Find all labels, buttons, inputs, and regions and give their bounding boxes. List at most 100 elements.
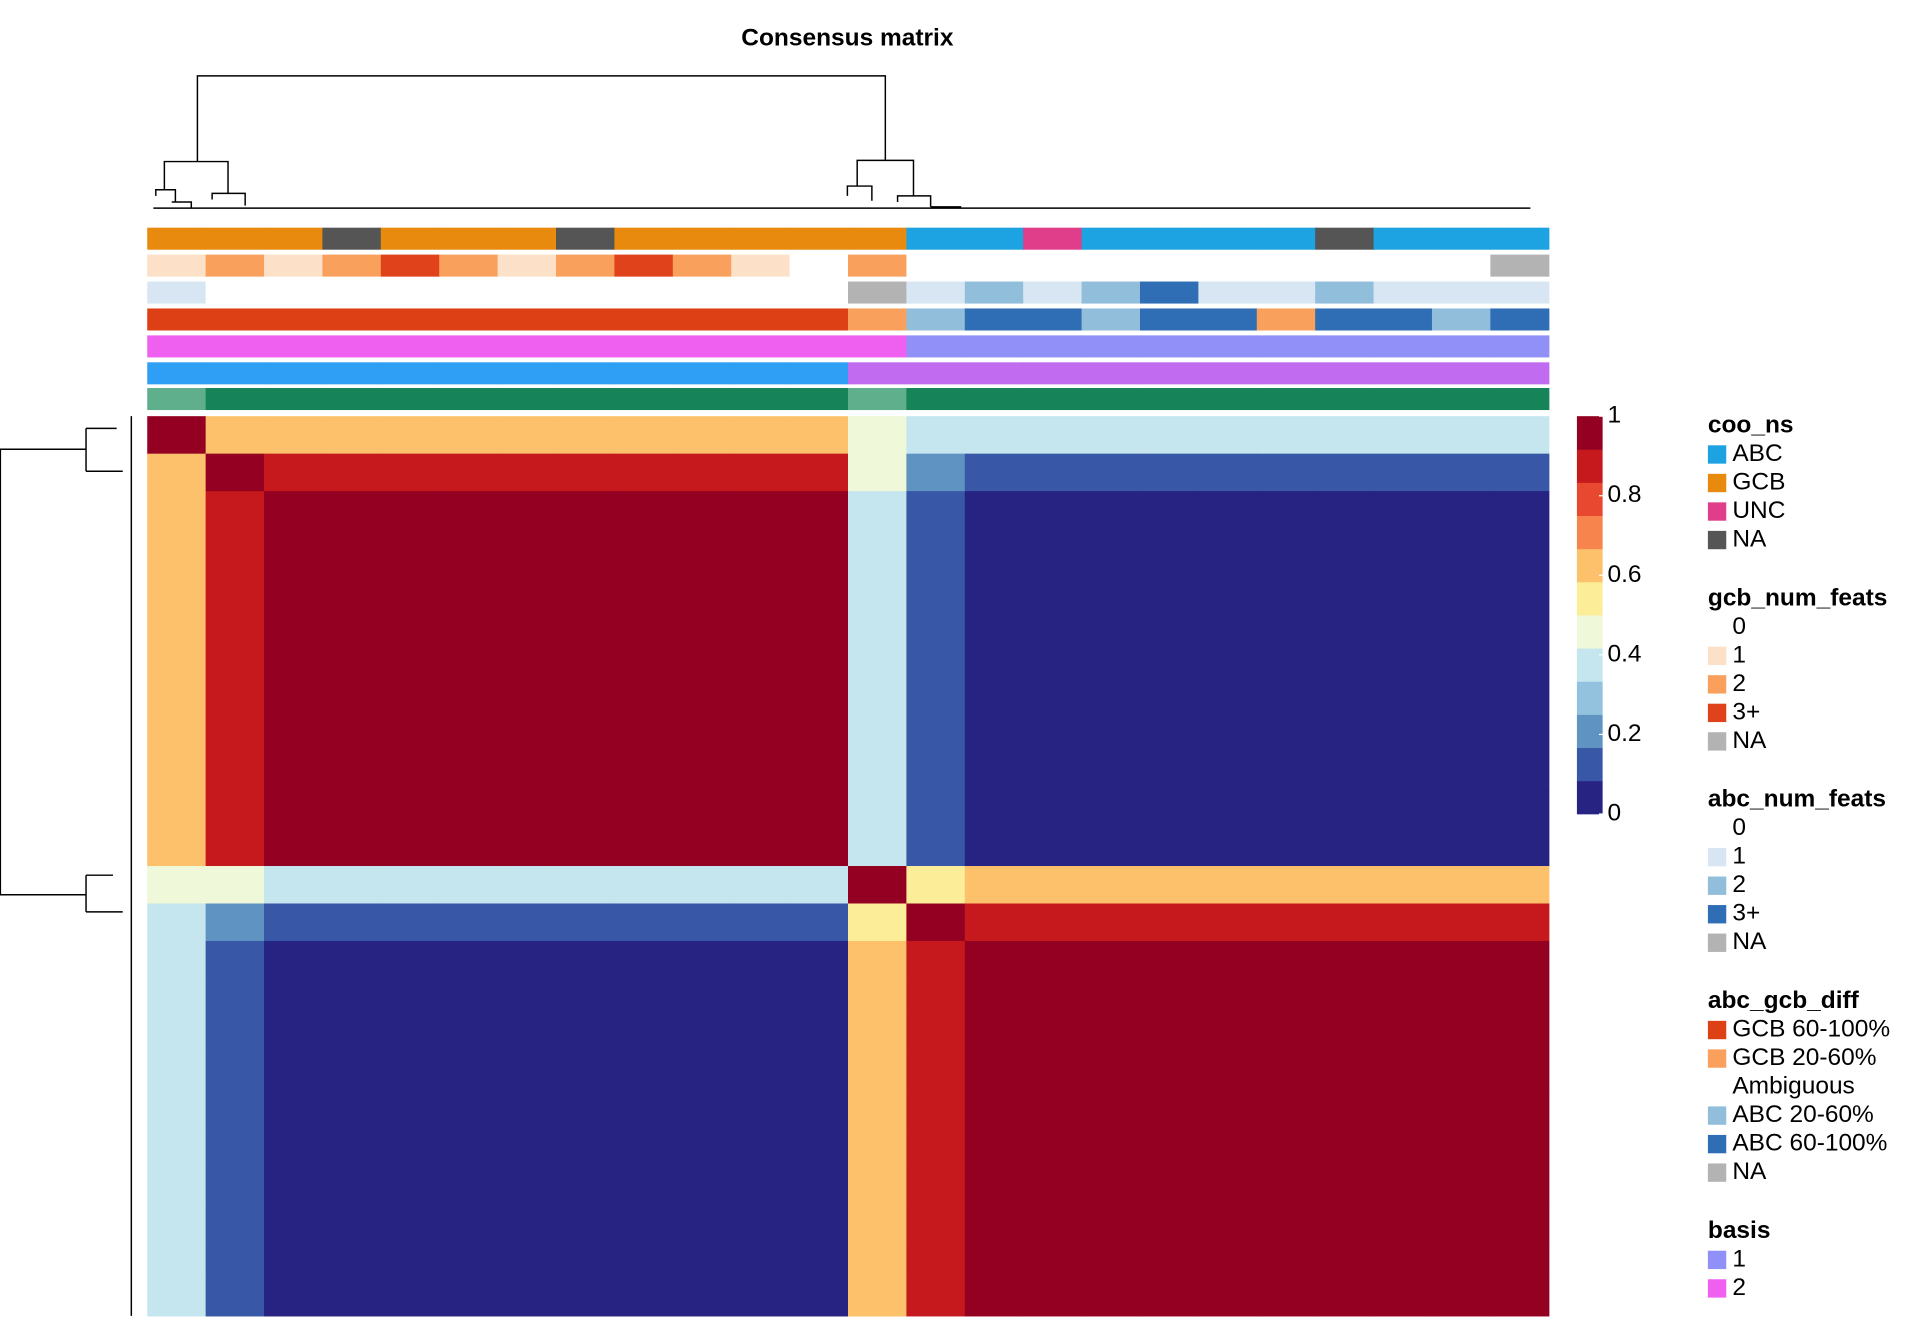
heatmap-cell: [1139, 1203, 1199, 1242]
heatmap-cell: [1023, 1278, 1083, 1317]
heatmap-cell: [1198, 603, 1258, 642]
annotation-cell: [1139, 362, 1199, 385]
annotation-cell: [1490, 254, 1550, 277]
heatmap-cell: [556, 566, 616, 605]
heatmap-cell: [147, 416, 207, 455]
annotation-cell: [1023, 335, 1083, 358]
heatmap-cell: [556, 603, 616, 642]
heatmap-cell: [1139, 528, 1199, 567]
heatmap-cell: [497, 528, 557, 567]
heatmap-cell: [1431, 416, 1491, 455]
colorbar-bin: [1576, 714, 1603, 749]
heatmap-cell: [322, 678, 382, 717]
heatmap-cell: [848, 753, 908, 792]
heatmap-cell: [497, 1053, 557, 1092]
heatmap-cell: [1023, 903, 1083, 942]
heatmap-cell: [264, 1278, 324, 1317]
heatmap-cell: [614, 641, 674, 680]
heatmap-cell: [906, 1015, 966, 1055]
annotation-cell: [1139, 254, 1199, 277]
heatmap-cell: [731, 716, 791, 755]
heatmap-cell: [147, 940, 207, 980]
heatmap-cell: [380, 1053, 440, 1092]
heatmap-cell: [380, 416, 440, 455]
heatmap-cell: [147, 866, 207, 905]
annotation-cell: [614, 227, 674, 250]
heatmap-cell: [264, 866, 324, 905]
heatmap-cell: [497, 1278, 557, 1317]
legend-label: GCB 20-60%: [1732, 1044, 1876, 1071]
heatmap-cell: [205, 1165, 265, 1204]
heatmap-cell: [614, 528, 674, 567]
legend-title: abc_num_feats: [1708, 786, 1886, 813]
heatmap-cell: [147, 716, 207, 755]
heatmap-cell: [1490, 866, 1550, 905]
annotation-cell: [322, 362, 382, 385]
annotation-cell: [205, 227, 265, 250]
legend-swatch: [1707, 1279, 1727, 1298]
heatmap-cell: [205, 1278, 265, 1317]
heatmap-cell: [380, 566, 440, 605]
annotation-cell: [1315, 388, 1375, 411]
legend-label: NA: [1732, 1158, 1767, 1185]
heatmap-cell: [672, 1053, 732, 1092]
heatmap-cell: [1315, 603, 1375, 642]
heatmap-cell: [906, 716, 966, 755]
heatmap-cell: [264, 453, 324, 492]
heatmap-cell: [322, 828, 382, 867]
heatmap-cell: [964, 1165, 1024, 1204]
heatmap-cell: [556, 978, 616, 1017]
heatmap-cell: [848, 1203, 908, 1242]
heatmap-cell: [964, 641, 1024, 680]
heatmap-cell: [906, 528, 966, 567]
heatmap-cell: [556, 641, 616, 680]
heatmap-cell: [322, 453, 382, 492]
heatmap-cell: [731, 1128, 791, 1167]
heatmap-cell: [672, 566, 732, 605]
heatmap-cell: [264, 1240, 324, 1279]
heatmap-cell: [556, 1203, 616, 1242]
heatmap-cell: [1198, 678, 1258, 717]
heatmap-cell: [264, 416, 324, 455]
heatmap-cell: [380, 1128, 440, 1167]
heatmap-cell: [964, 1240, 1024, 1279]
heatmap-cell: [264, 1128, 324, 1167]
heatmap-cell: [1256, 1278, 1316, 1317]
colorbar-bin: [1576, 747, 1603, 782]
heatmap-cell: [1139, 1165, 1199, 1204]
heatmap-cell: [1256, 528, 1316, 567]
heatmap-cell: [264, 603, 324, 642]
heatmap-cell: [1198, 978, 1258, 1017]
annotation-cell: [964, 308, 1024, 331]
heatmap-cell: [672, 603, 732, 642]
heatmap-cell: [1256, 753, 1316, 792]
annotation-cell: [1081, 335, 1141, 358]
heatmap-cell: [556, 866, 616, 905]
heatmap-cell: [264, 753, 324, 792]
annotation-cell: [614, 335, 674, 358]
heatmap-cell: [1490, 1240, 1550, 1279]
heatmap-cell: [848, 716, 908, 755]
colorbar-tick-label: 0.6: [1608, 561, 1642, 588]
heatmap-cell: [848, 453, 908, 492]
heatmap-cell: [789, 566, 849, 605]
annotation-cell: [147, 362, 207, 385]
heatmap-cell: [147, 603, 207, 642]
heatmap-cell: [1490, 528, 1550, 567]
annotation-cell: [264, 281, 324, 304]
heatmap-cell: [672, 866, 732, 905]
annotation-cell: [264, 308, 324, 331]
heatmap-cell: [1431, 1165, 1491, 1204]
heatmap-cell: [1315, 828, 1375, 867]
legend-swatch: [1707, 675, 1727, 694]
heatmap-cell: [906, 1240, 966, 1279]
heatmap-cell: [380, 791, 440, 830]
heatmap-cell: [1023, 1053, 1083, 1092]
heatmap-cell: [1139, 416, 1199, 455]
heatmap-cell: [964, 866, 1024, 905]
heatmap-cell: [205, 1203, 265, 1242]
heatmap-cell: [964, 678, 1024, 717]
heatmap-cell: [614, 1165, 674, 1204]
heatmap-cell: [1256, 416, 1316, 455]
annotation-cell: [380, 281, 440, 304]
